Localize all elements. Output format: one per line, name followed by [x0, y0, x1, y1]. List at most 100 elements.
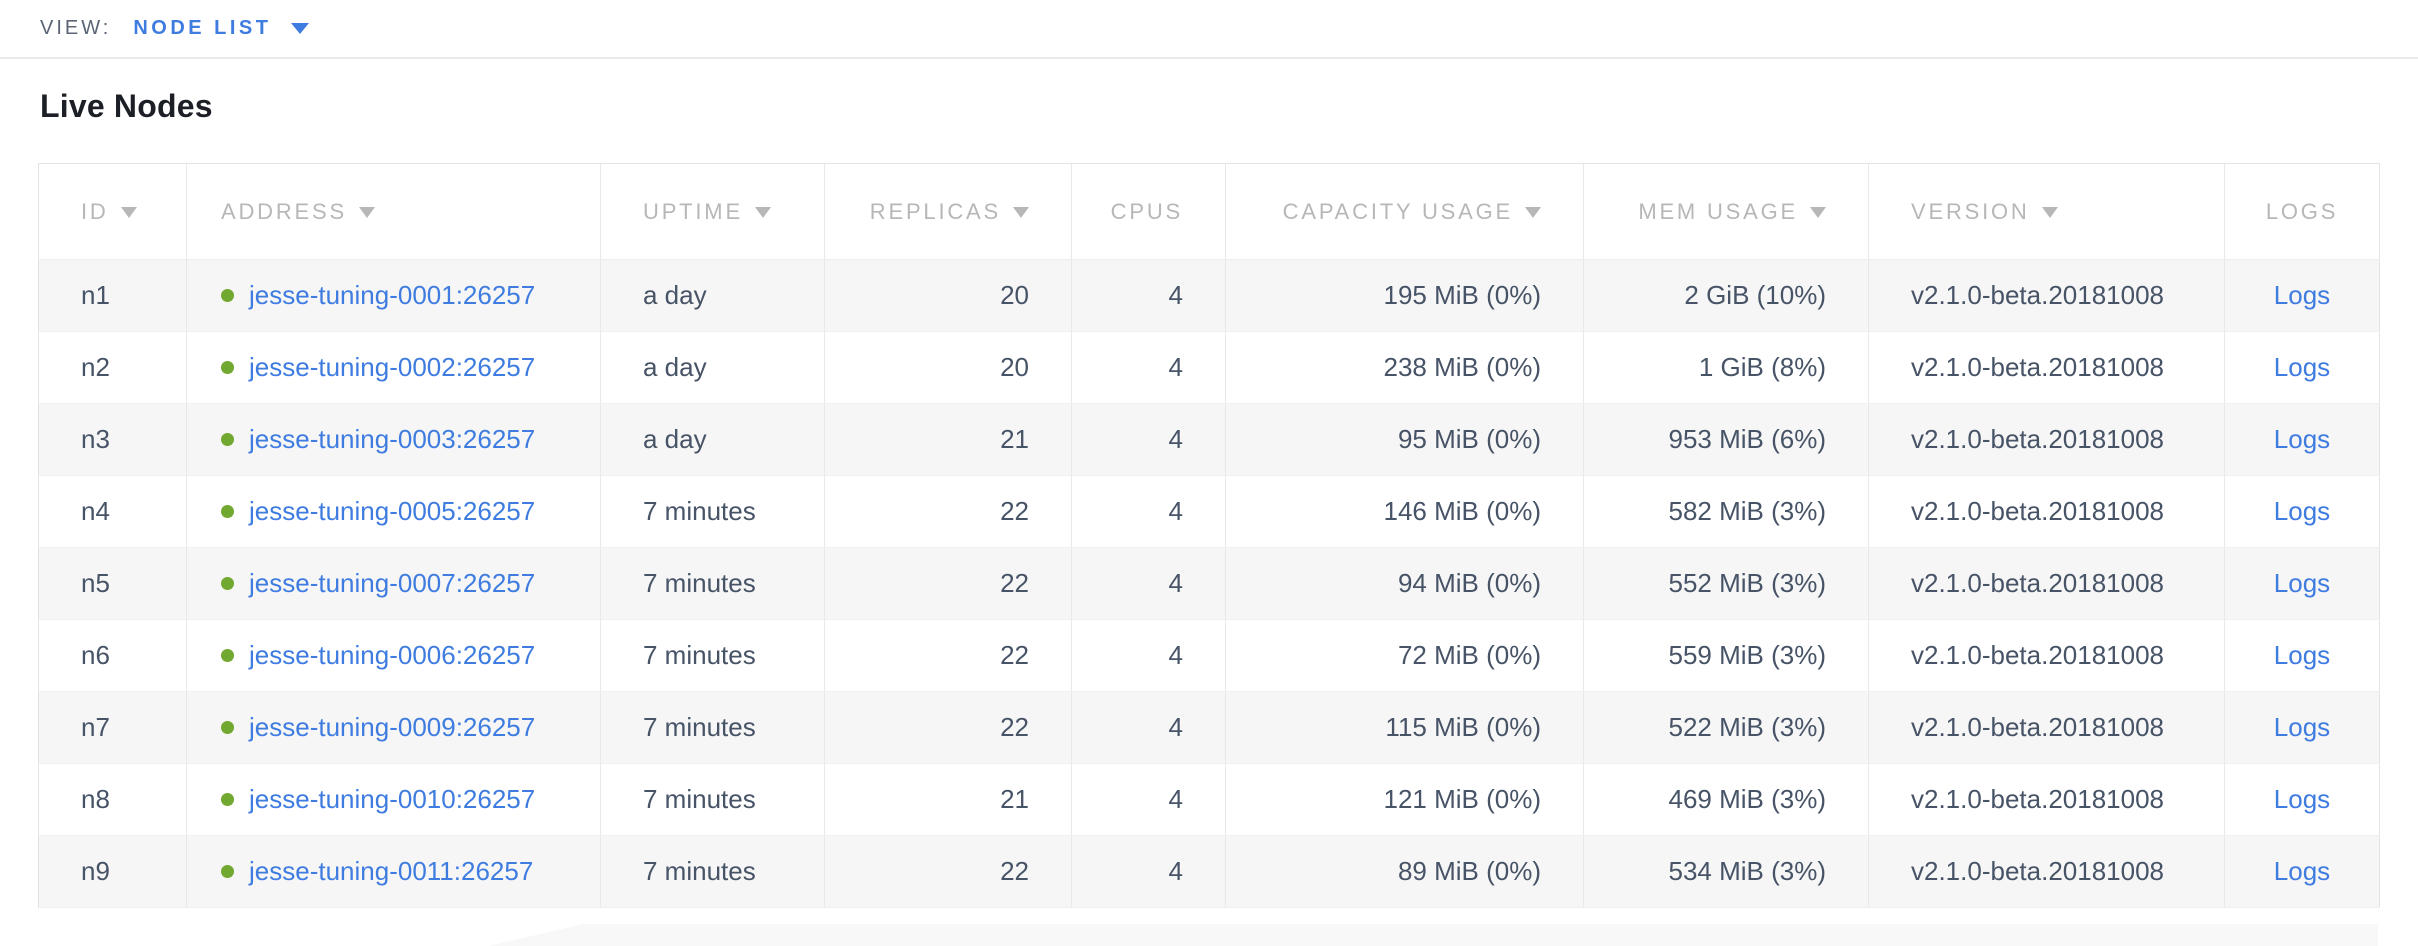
column-header-label: ADDRESS — [221, 198, 347, 224]
logs-link[interactable]: Logs — [2273, 856, 2331, 886]
node-address-link[interactable]: jesse-tuning-0005:26257 — [249, 496, 536, 526]
node-live-status-icon — [221, 433, 234, 446]
node-address-link[interactable]: jesse-tuning-0010:26257 — [249, 784, 536, 814]
cell-value: 4 — [1168, 784, 1183, 814]
node-address-link[interactable]: jesse-tuning-0007:26257 — [249, 568, 536, 598]
cell-value: 4 — [1168, 712, 1183, 742]
cell-mem: 1 GiB (8%) — [1583, 331, 1869, 404]
logs-link[interactable]: Logs — [2273, 784, 2331, 814]
node-address-link[interactable]: jesse-tuning-0003:26257 — [249, 424, 536, 454]
bottom-shadow — [488, 924, 2378, 946]
column-header-cpus: CPUS — [1071, 163, 1226, 260]
cell-capacity: 115 MiB (0%) — [1225, 691, 1584, 764]
cell-mem: 552 MiB (3%) — [1583, 547, 1869, 620]
logs-link[interactable]: Logs — [2273, 496, 2331, 526]
sort-desc-icon — [2041, 206, 2058, 218]
view-label: VIEW: — [40, 17, 112, 39]
cell-replicas: 20 — [824, 331, 1072, 404]
node-live-status-icon — [221, 577, 234, 590]
cell-value: 552 MiB (3%) — [1668, 568, 1827, 598]
column-header-capacity[interactable]: CAPACITY USAGE — [1225, 163, 1584, 260]
cell-value: v2.1.0-beta.20181008 — [1911, 496, 2164, 526]
cell-value: 469 MiB (3%) — [1668, 784, 1827, 814]
column-header-uptime[interactable]: UPTIME — [600, 163, 825, 260]
cell-replicas: 22 — [824, 691, 1072, 764]
logs-link[interactable]: Logs — [2273, 640, 2331, 670]
node-row-n7: n7 jesse-tuning-0009:26257 7 minutes 22 4 115… — [38, 691, 2380, 764]
node-row-n3: n3 jesse-tuning-0003:26257 a day 21 4 95 MiB … — [38, 403, 2380, 476]
cell-value: 4 — [1168, 568, 1183, 598]
node-address-link[interactable]: jesse-tuning-0011:26257 — [249, 856, 534, 886]
cell-id: n8 — [38, 763, 187, 836]
cell-id: n6 — [38, 619, 187, 692]
node-address-link[interactable]: jesse-tuning-0001:26257 — [249, 280, 536, 310]
cell-replicas: 22 — [824, 835, 1072, 908]
cell-uptime: 7 minutes — [600, 835, 825, 908]
cell-logs: Logs — [2224, 835, 2380, 908]
cell-value: v2.1.0-beta.20181008 — [1911, 640, 2164, 670]
page-content: Live Nodes ID ADDRESS UPTIME REPLICAS CPUS CA… — [0, 87, 2418, 908]
cell-value: 121 MiB (0%) — [1383, 784, 1542, 814]
column-header-address[interactable]: ADDRESS — [186, 163, 601, 260]
sort-desc-icon — [358, 206, 375, 218]
cell-address: jesse-tuning-0009:26257 — [186, 691, 601, 764]
cell-value: 7 minutes — [643, 712, 756, 742]
cell-value: 7 minutes — [643, 784, 756, 814]
cell-value: 4 — [1168, 352, 1183, 382]
cell-mem: 469 MiB (3%) — [1583, 763, 1869, 836]
cell-value: 4 — [1168, 856, 1183, 886]
cell-value: 20 — [1000, 352, 1029, 382]
cell-value: 238 MiB (0%) — [1383, 352, 1542, 382]
logs-link[interactable]: Logs — [2273, 352, 2331, 382]
node-address-link[interactable]: jesse-tuning-0002:26257 — [249, 352, 536, 382]
column-header-version[interactable]: VERSION — [1868, 163, 2225, 260]
view-selector-dropdown[interactable]: NODE LIST — [133, 17, 310, 40]
cell-value: n7 — [81, 712, 110, 742]
cell-capacity: 72 MiB (0%) — [1225, 619, 1584, 692]
cell-value: v2.1.0-beta.20181008 — [1911, 352, 2164, 382]
cell-logs: Logs — [2224, 403, 2380, 476]
cell-uptime: a day — [600, 259, 825, 332]
node-row-n2: n2 jesse-tuning-0002:26257 a day 20 4 238 MiB… — [38, 331, 2380, 404]
node-live-status-icon — [221, 865, 234, 878]
cell-uptime: 7 minutes — [600, 619, 825, 692]
chevron-down-icon — [291, 23, 310, 34]
column-header-mem[interactable]: MEM USAGE — [1583, 163, 1869, 260]
column-header-id[interactable]: ID — [38, 163, 187, 260]
cell-address: jesse-tuning-0002:26257 — [186, 331, 601, 404]
view-bar: VIEW: NODE LIST — [0, 0, 2418, 59]
cell-uptime: a day — [600, 403, 825, 476]
cell-value: v2.1.0-beta.20181008 — [1911, 424, 2164, 454]
sort-desc-icon — [120, 206, 137, 218]
cell-capacity: 121 MiB (0%) — [1225, 763, 1584, 836]
cell-value: 522 MiB (3%) — [1668, 712, 1827, 742]
node-live-status-icon — [221, 289, 234, 302]
cell-cpus: 4 — [1071, 691, 1226, 764]
column-header-label: VERSION — [1911, 198, 2030, 224]
cell-replicas: 22 — [824, 619, 1072, 692]
cell-value: 953 MiB (6%) — [1668, 424, 1827, 454]
cell-logs: Logs — [2224, 547, 2380, 620]
cell-uptime: 7 minutes — [600, 547, 825, 620]
cell-value: n8 — [81, 784, 110, 814]
cell-value: v2.1.0-beta.20181008 — [1911, 280, 2164, 310]
cell-value: 7 minutes — [643, 496, 756, 526]
cell-capacity: 146 MiB (0%) — [1225, 475, 1584, 548]
cell-value: 582 MiB (3%) — [1668, 496, 1827, 526]
node-address-link[interactable]: jesse-tuning-0009:26257 — [249, 712, 536, 742]
cell-value: 22 — [1000, 712, 1029, 742]
cell-version: v2.1.0-beta.20181008 — [1868, 763, 2225, 836]
cell-version: v2.1.0-beta.20181008 — [1868, 403, 2225, 476]
cell-address: jesse-tuning-0001:26257 — [186, 259, 601, 332]
logs-link[interactable]: Logs — [2273, 568, 2331, 598]
column-header-label: MEM USAGE — [1638, 198, 1798, 224]
cell-id: n2 — [38, 331, 187, 404]
logs-link[interactable]: Logs — [2273, 712, 2331, 742]
column-header-replicas[interactable]: REPLICAS — [824, 163, 1072, 260]
node-address-link[interactable]: jesse-tuning-0006:26257 — [249, 640, 536, 670]
cell-value: 115 MiB (0%) — [1385, 712, 1541, 742]
cell-logs: Logs — [2224, 331, 2380, 404]
logs-link[interactable]: Logs — [2273, 280, 2331, 310]
cell-value: 195 MiB (0%) — [1383, 280, 1542, 310]
logs-link[interactable]: Logs — [2273, 424, 2331, 454]
